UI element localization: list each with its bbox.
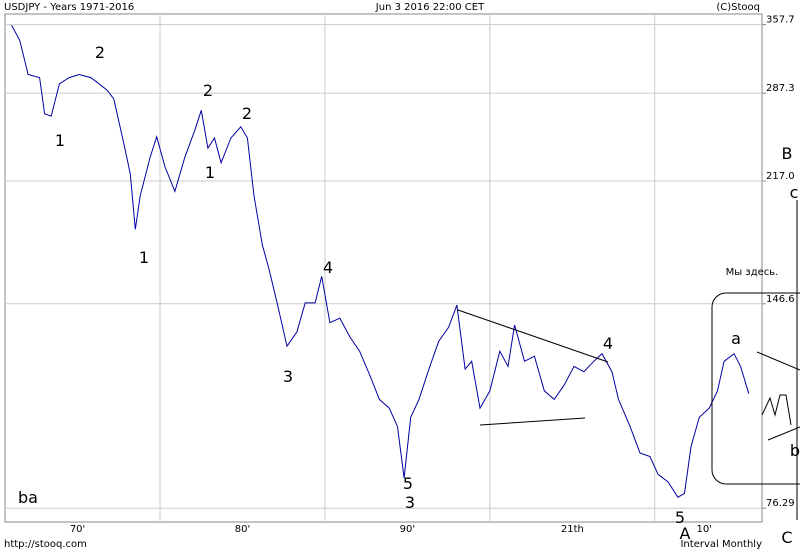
marks: 357.7 287.3 217.0 146.6 76.29 70' 80' 90' 21th 10…: [5, 14, 795, 535]
wave-label: 4: [603, 334, 613, 353]
footer-right: Interval Monthly: [680, 539, 762, 550]
chart-date: Jun 3 2016 22:00 CET: [375, 2, 485, 13]
chart-title: USDJPY - Years 1971-2016: [4, 2, 134, 13]
wave-label: 4: [323, 258, 333, 277]
wave-label: b: [790, 441, 800, 460]
trend-line: [767, 426, 800, 441]
focus-box: [711, 292, 800, 485]
wave-label: 5: [675, 508, 685, 527]
x-tick-label: 21th: [561, 524, 584, 535]
x-tick-label: 10': [697, 524, 712, 535]
plot-frame: [4, 13, 763, 523]
wave-label: a: [731, 329, 741, 348]
wave-label: 3: [283, 367, 293, 386]
wave-label: 2: [203, 81, 213, 100]
wave-label: 5: [403, 474, 413, 493]
footer-left: http://stooq.com: [4, 539, 87, 550]
y-tick-label: 357.7: [766, 15, 795, 26]
drawings: [457, 200, 800, 520]
wave-label: 3: [405, 493, 415, 512]
wave-label: 1: [139, 248, 149, 267]
wave-label: C: [781, 528, 792, 547]
wave-label: 1: [205, 163, 215, 182]
y-tick-label: 146.6: [766, 294, 795, 305]
projection: [761, 394, 792, 426]
x-tick-label: 80': [235, 524, 250, 535]
y-tick-label: 76.29: [766, 498, 795, 509]
y-tick-label: 287.3: [766, 83, 795, 94]
trend-line: [479, 417, 586, 426]
y-tick-label: 217.0: [766, 171, 795, 182]
price-line: [11, 24, 750, 498]
wave-label: 2: [242, 104, 252, 123]
trend-line: [457, 309, 609, 363]
chart-source: (C)Stooq: [716, 2, 760, 13]
wave-label: 1: [55, 131, 65, 150]
wave-label: Мы здесь.: [726, 267, 779, 278]
wave-label: B: [782, 144, 793, 163]
x-tick-label: 90': [400, 524, 415, 535]
x-tick-label: 70': [70, 524, 85, 535]
wave-label: A: [680, 524, 691, 543]
wave-label: c: [790, 183, 799, 202]
wave-label: 2: [95, 43, 105, 62]
wave-label: ba: [18, 488, 38, 507]
trend-line: [756, 351, 800, 371]
